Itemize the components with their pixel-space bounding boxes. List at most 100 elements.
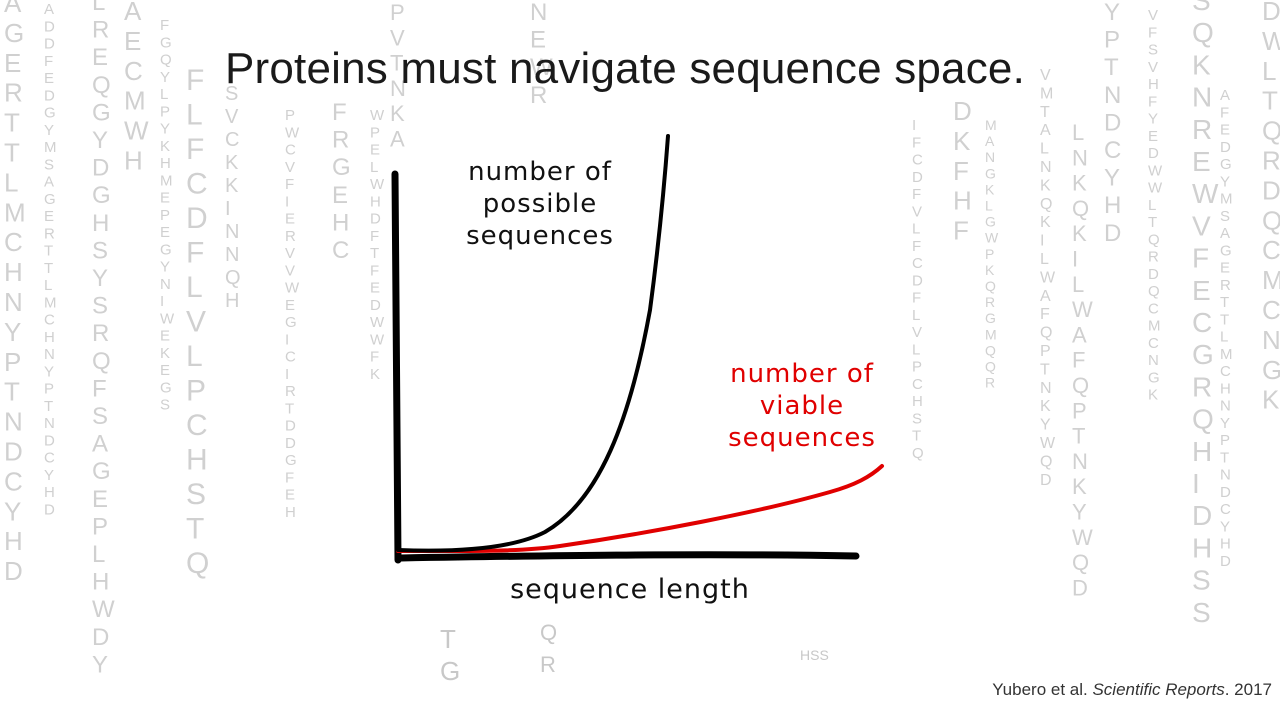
background-letter: H	[1220, 536, 1231, 553]
background-letter: D	[1148, 145, 1159, 162]
background-letter: G	[285, 452, 297, 469]
background-letter: F	[912, 290, 921, 307]
background-letter: Y	[4, 317, 21, 347]
background-letter: M	[985, 117, 997, 133]
background-letter: W	[285, 280, 300, 297]
background-letter: R	[985, 375, 995, 391]
background-letter: C	[332, 237, 349, 264]
background-letter: H	[225, 290, 239, 312]
background-letter: N	[160, 276, 171, 293]
background-letter: N	[1262, 325, 1280, 355]
background-letter: L	[985, 198, 993, 214]
background-letter: A	[44, 1, 54, 18]
background-letter: N	[4, 287, 23, 317]
possible-sequences-curve	[396, 134, 670, 553]
background-letter: Y	[1220, 173, 1230, 190]
background-letter: S	[1192, 565, 1211, 596]
background-letter: L	[1262, 56, 1276, 86]
background-letter: N	[1040, 159, 1052, 176]
background-letter: Y	[1220, 518, 1230, 535]
background-letter: K	[1040, 398, 1051, 415]
background-letter: F	[912, 134, 921, 151]
background-letter: D	[1040, 472, 1052, 489]
background-letter: T	[4, 377, 20, 407]
background-letter: D	[370, 211, 381, 228]
background-letter: P	[985, 246, 994, 262]
background-letter: N	[1072, 449, 1088, 474]
background-letter: F	[186, 237, 204, 270]
background-letter: V	[1192, 210, 1211, 241]
background-letter: A	[390, 127, 405, 152]
background-letter: T	[390, 51, 403, 76]
background-letter: I	[1072, 247, 1078, 272]
background-letter: S	[1220, 208, 1230, 225]
background-letter: H	[1192, 436, 1212, 467]
background-letter: Q	[1040, 196, 1052, 213]
citation-authors: Yubero et al.	[992, 680, 1093, 699]
background-letter: F	[160, 17, 169, 34]
background-letter: C	[225, 129, 239, 151]
viable-sequences-label: number of viable sequences	[712, 358, 892, 454]
background-letter: C	[1148, 335, 1159, 352]
background-letter: H	[285, 504, 296, 521]
background-letter: D	[370, 297, 381, 314]
background-letter: G	[44, 105, 56, 122]
background-letter: E	[92, 44, 108, 71]
background-letter: Q	[1072, 550, 1089, 575]
background-letter: T	[1220, 311, 1229, 328]
background-letter: S	[160, 397, 170, 414]
background-letter: W	[530, 54, 553, 81]
background-letter: N	[225, 244, 239, 266]
background-letter: H	[1104, 192, 1121, 219]
background-letter: M	[1262, 265, 1280, 295]
background-letter: D	[912, 169, 923, 186]
background-letter: N	[1040, 380, 1052, 397]
background-letter: R	[92, 320, 109, 347]
background-letter: E	[44, 70, 54, 87]
background-letter: Q	[225, 267, 241, 289]
background-letter: D	[285, 418, 296, 435]
background-letter: H	[1148, 76, 1159, 93]
background-letter: D	[4, 556, 23, 586]
background-letter: Q	[92, 72, 111, 99]
background-letter: Y	[1072, 500, 1087, 525]
background-letter: N	[44, 415, 55, 432]
background-letter: A	[1220, 87, 1230, 104]
background-letter: T	[285, 400, 294, 417]
background-letter: K	[1192, 49, 1211, 80]
background-letter: S	[225, 83, 238, 105]
background-letter: Y	[1040, 417, 1051, 434]
background-letter: H	[4, 257, 23, 287]
background-letter: D	[92, 155, 109, 182]
background-letter: T	[440, 624, 456, 654]
background-letter: I	[912, 117, 916, 134]
background-letter: K	[1072, 221, 1087, 246]
background-letter: A	[1040, 122, 1051, 139]
background-letter: K	[225, 152, 239, 174]
background-letter: S	[1148, 42, 1158, 59]
background-letter: W	[160, 310, 175, 327]
background-letter: K	[370, 366, 380, 383]
background-letter: V	[285, 262, 295, 279]
background-letter: L	[160, 86, 168, 103]
background-letter: G	[1220, 242, 1232, 259]
background-letter: E	[1220, 122, 1230, 139]
background-letter: Y	[44, 363, 54, 380]
background-letter: M	[44, 294, 57, 311]
background-letter: G	[92, 99, 111, 126]
background-letter: C	[912, 376, 923, 393]
background-letter: V	[285, 159, 295, 176]
background-letter: R	[1148, 249, 1159, 266]
background-letter: L	[186, 99, 203, 132]
background-letter: C	[1104, 137, 1121, 164]
background-letter: P	[390, 0, 405, 25]
background-letter: G	[4, 18, 24, 48]
background-letter: T	[912, 428, 921, 445]
